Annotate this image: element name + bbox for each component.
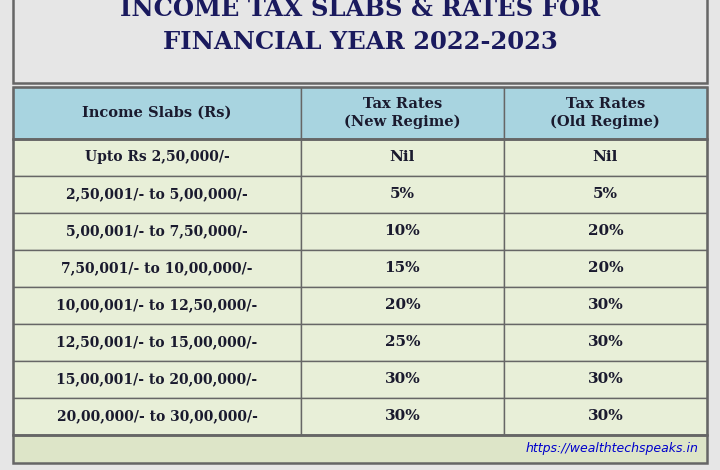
Text: https://wealthtechspeaks.in: https://wealthtechspeaks.in	[526, 442, 698, 455]
Text: 10%: 10%	[384, 225, 420, 238]
Text: Tax Rates
(Old Regime): Tax Rates (Old Regime)	[551, 97, 660, 129]
Bar	[301, 139, 504, 176]
Bar	[301, 287, 504, 324]
Text: 5,00,001/- to 7,50,000/-: 5,00,001/- to 7,50,000/-	[66, 225, 248, 238]
Bar	[301, 398, 504, 435]
Bar	[13, 139, 707, 435]
Bar	[301, 250, 504, 287]
Text: 15,00,001/- to 20,00,000/-: 15,00,001/- to 20,00,000/-	[56, 372, 258, 386]
Text: 12,50,001/- to 15,00,000/-: 12,50,001/- to 15,00,000/-	[56, 336, 258, 350]
Bar	[301, 213, 504, 250]
Text: Upto Rs 2,50,000/-: Upto Rs 2,50,000/-	[85, 150, 230, 164]
Bar	[504, 139, 707, 176]
Text: 15%: 15%	[384, 261, 420, 275]
Bar	[13, 250, 301, 287]
Bar	[504, 176, 707, 213]
Bar	[301, 324, 504, 361]
Bar	[504, 287, 707, 324]
Text: 5%: 5%	[390, 188, 415, 202]
Text: 7,50,001/- to 10,00,000/-: 7,50,001/- to 10,00,000/-	[61, 261, 253, 275]
Text: INCOME TAX SLABS & RATES FOR
FINANCIAL YEAR 2022-2023: INCOME TAX SLABS & RATES FOR FINANCIAL Y…	[120, 0, 600, 54]
Text: 5%: 5%	[593, 188, 618, 202]
Bar	[13, 176, 301, 213]
Text: 10,00,001/- to 12,50,000/-: 10,00,001/- to 12,50,000/-	[56, 298, 258, 313]
Bar	[504, 398, 707, 435]
Text: 30%: 30%	[384, 409, 420, 423]
Text: 30%: 30%	[588, 409, 624, 423]
Text: 2,50,001/- to 5,00,000/-: 2,50,001/- to 5,00,000/-	[66, 188, 248, 202]
Text: 20%: 20%	[384, 298, 420, 313]
Bar	[13, 0, 707, 83]
Bar	[13, 435, 707, 463]
Bar	[13, 87, 707, 139]
Bar	[504, 324, 707, 361]
Bar	[13, 287, 301, 324]
Bar	[301, 87, 504, 139]
Bar	[504, 87, 707, 139]
Bar	[13, 213, 301, 250]
Text: Income Slabs (Rs): Income Slabs (Rs)	[82, 106, 232, 120]
Text: 30%: 30%	[588, 298, 624, 313]
Text: Tax Rates
(New Regime): Tax Rates (New Regime)	[344, 97, 461, 129]
Text: 30%: 30%	[588, 336, 624, 350]
Text: Nil: Nil	[593, 150, 618, 164]
Bar	[13, 324, 301, 361]
Text: 30%: 30%	[588, 372, 624, 386]
Text: 25%: 25%	[384, 336, 420, 350]
Text: 20%: 20%	[588, 225, 624, 238]
Bar	[13, 87, 301, 139]
Bar	[13, 139, 301, 176]
Bar	[504, 361, 707, 398]
Text: 30%: 30%	[384, 372, 420, 386]
Bar	[13, 398, 301, 435]
Bar	[301, 361, 504, 398]
Text: 20,00,000/- to 30,00,000/-: 20,00,000/- to 30,00,000/-	[57, 409, 258, 423]
Bar	[504, 213, 707, 250]
Bar	[13, 361, 301, 398]
Bar	[301, 176, 504, 213]
Text: Nil: Nil	[390, 150, 415, 164]
Bar	[504, 250, 707, 287]
Text: 20%: 20%	[588, 261, 624, 275]
